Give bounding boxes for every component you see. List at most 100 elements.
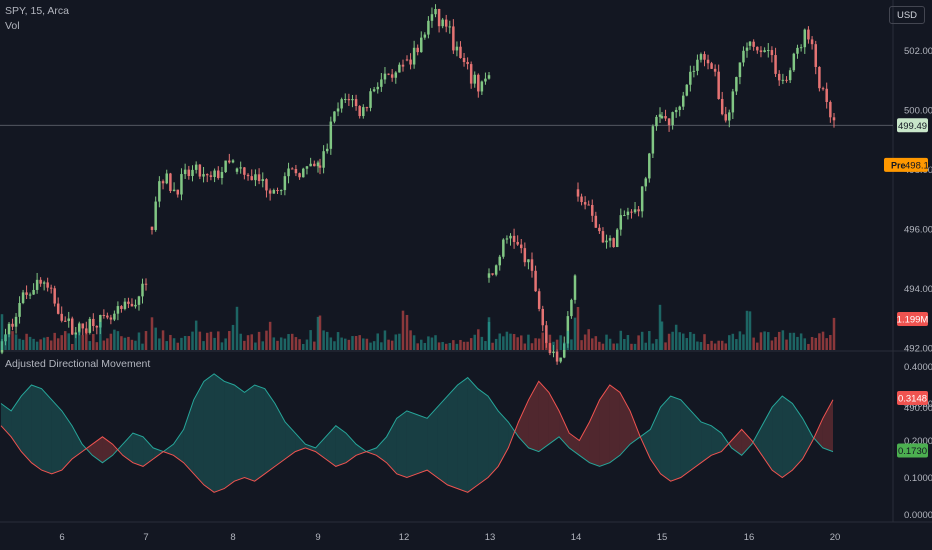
indicator-neg-badge [897,391,928,406]
indicator-fill [802,418,813,459]
candle [756,46,759,51]
indicator-fill [41,388,52,474]
indicator-fill [599,385,610,467]
indicator-fill [569,433,580,456]
candle [829,102,832,118]
volume-bar [664,342,667,350]
indicator-fill [619,392,631,456]
volume-bar [637,335,640,350]
volume-bar [78,331,81,350]
indicator-fill [437,396,448,485]
indicator-fill [690,410,702,471]
volume-bar [191,331,194,350]
indicator-fill [752,425,762,456]
candle [398,64,401,73]
indicator-fill [264,388,275,474]
volume-bar [759,332,763,350]
volume-bar [239,333,242,350]
candle [559,357,562,362]
volume-bar [109,333,113,350]
volume-bar [0,314,4,350]
volume-bars [0,304,836,350]
indicator-tick-label: 0.2000 [904,436,932,447]
volume-badge [897,312,928,326]
candle [821,88,825,90]
candle [362,107,365,117]
indicator-fill [122,433,133,463]
volume-bar [398,333,401,350]
volume-bar [322,330,325,350]
candle [158,181,161,202]
volume-bar [387,339,390,350]
volume-bar [803,338,807,350]
indicator-fill [244,385,255,482]
volume-bar [692,333,696,350]
candle [537,291,541,309]
indicator-fill [183,399,194,474]
candle [322,151,325,168]
candle [527,259,530,263]
candle [509,235,512,239]
candle [626,211,630,216]
volume-bar [623,338,626,350]
candle [633,209,637,213]
candle [14,316,18,327]
indicator-fill [112,444,118,456]
candle [516,241,519,245]
candle [832,117,836,121]
volume-bar [685,338,689,350]
volume-bar [365,338,369,350]
volume-bar [313,341,316,350]
volume-bar [231,324,235,350]
volume-bar [325,331,329,350]
candle [369,91,372,108]
volume-bar [644,342,647,350]
volume-bar [563,342,566,350]
volume-bar [354,336,358,350]
candle [88,318,92,333]
indicator-fill [92,436,103,463]
volume-bar [302,343,305,350]
volume-bar [318,315,322,350]
volume-bar [141,343,144,350]
indicator-fill [51,399,62,474]
time-tick-label: 7 [143,532,148,543]
candle [116,306,120,314]
volume-bar [832,317,836,350]
currency-button[interactable]: USD [889,6,925,24]
candle [313,163,316,167]
candle [434,8,437,15]
candle [198,164,202,177]
candle [224,160,227,173]
candle [713,68,717,72]
candle [494,265,498,275]
candle [279,190,283,192]
candle [329,121,333,149]
volume-bar [516,337,519,350]
volume-bar [202,341,205,350]
volume-bar [95,342,99,350]
volume-bar [658,304,662,350]
volume-bar [477,329,480,350]
candle [685,84,689,96]
candle [194,164,198,170]
volume-bar [344,338,347,350]
volume-bar [777,331,781,350]
candle [272,190,276,194]
indicator-fill [822,399,833,452]
candle [498,256,501,266]
indicator-fill [792,403,803,471]
candle [25,292,28,295]
candle [309,163,312,167]
candle [748,41,752,46]
volume-bar [158,338,161,350]
candle [302,168,305,178]
candle [648,153,651,179]
indicator-fill [761,407,773,471]
indicator-fill [609,385,620,463]
candle [774,55,777,74]
candle [39,279,42,284]
volume-bar [717,340,720,350]
candle [340,99,343,109]
